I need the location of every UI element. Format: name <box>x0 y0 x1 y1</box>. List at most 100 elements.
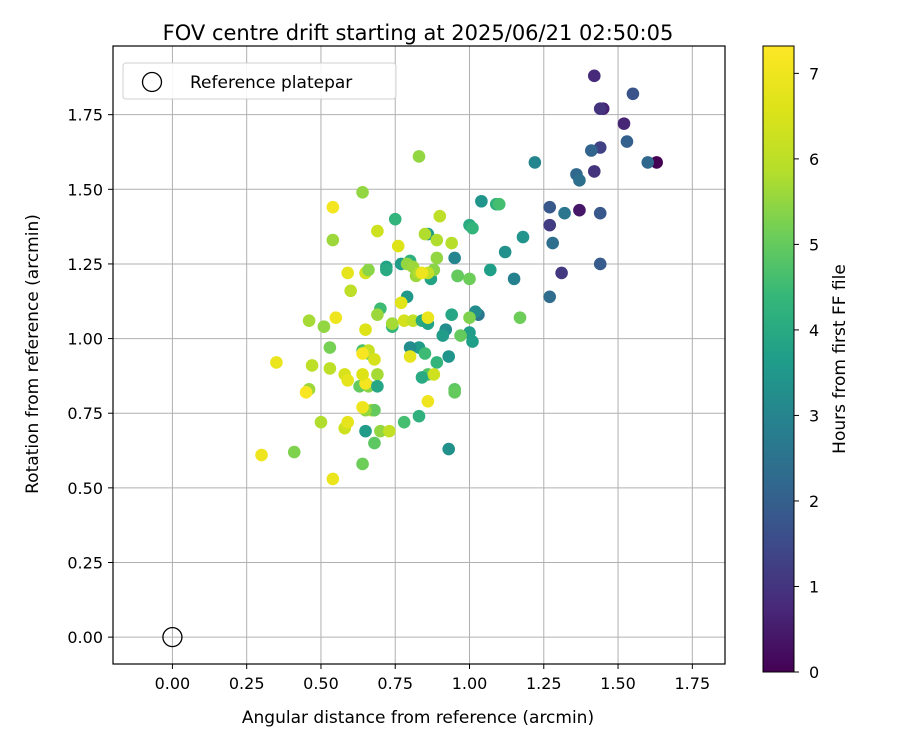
x-axis-label: Angular distance from reference (arcmin) <box>242 708 594 728</box>
scatter-point <box>323 341 337 354</box>
y-tick-label: 0.75 <box>67 404 103 423</box>
scatter-point <box>341 374 354 387</box>
x-tick-label: 0.00 <box>155 674 191 693</box>
scatter-point <box>371 368 384 381</box>
scatter-point <box>341 415 354 429</box>
y-tick-label: 0.50 <box>67 479 103 498</box>
colorbar-gradient <box>762 45 795 673</box>
scatter-point <box>492 197 506 211</box>
x-tick-label: 1.00 <box>452 674 488 693</box>
chart-title: FOV centre drift starting at 2025/06/21 … <box>163 21 674 45</box>
colorbar-tick-label: 0 <box>809 663 819 682</box>
scatter-point <box>368 436 381 450</box>
scatter-point <box>448 386 461 399</box>
scatter-point <box>368 403 381 417</box>
scatter-point <box>433 209 447 223</box>
scatter-point <box>356 368 369 381</box>
scatter-point <box>371 380 384 393</box>
colorbar-tick-label: 3 <box>809 406 819 425</box>
y-axis-label: Rotation from reference (arcmin) <box>23 214 43 494</box>
scatter-point <box>385 317 399 330</box>
scatter-point <box>326 472 340 486</box>
scatter-point <box>593 102 607 115</box>
x-tick-label: 0.75 <box>377 674 413 693</box>
scatter-point <box>421 394 435 408</box>
scatter-point <box>314 415 328 429</box>
scatter-point <box>451 269 464 283</box>
scatter-point <box>620 135 634 148</box>
scatter-point <box>442 350 456 363</box>
scatter-point <box>573 203 586 217</box>
scatter-point <box>380 263 393 277</box>
scatter-point <box>593 257 607 271</box>
scatter-point <box>430 356 444 369</box>
scatter-point <box>585 144 598 157</box>
scatter-point <box>397 314 411 327</box>
scatter-point <box>463 272 476 286</box>
scatter-point <box>359 323 372 336</box>
scatter-point <box>299 386 313 399</box>
y-tick-label: 1.75 <box>67 106 103 125</box>
y-tick-label: 1.00 <box>67 330 103 349</box>
scatter-point <box>528 156 542 169</box>
scatter-point <box>513 311 527 324</box>
scatter-point <box>436 329 450 342</box>
colorbar: 0 1 2 3 4 5 6 7 Hours from first FF file <box>762 45 850 682</box>
y-tick-label: 0.00 <box>67 628 103 647</box>
scatter-point <box>341 266 354 280</box>
scatter-point <box>362 263 375 277</box>
scatter-point <box>287 445 301 459</box>
scatter-point <box>326 200 340 214</box>
scatter-point <box>305 359 319 372</box>
scatter-point <box>442 442 456 456</box>
scatter-point <box>445 308 458 321</box>
plot-area: 0.00 0.25 0.50 0.75 1.00 1.25 1.50 1.75 0.00 0.25… <box>67 45 726 693</box>
scatter-point <box>356 457 369 471</box>
x-tick-label: 0.25 <box>229 674 265 693</box>
x-tick-label: 0.50 <box>303 674 339 693</box>
scatter-point <box>507 272 521 286</box>
scatter-point <box>326 233 340 247</box>
scatter-point <box>558 206 571 220</box>
y-tick-label: 0.25 <box>67 553 103 572</box>
scatter-point <box>270 356 283 369</box>
colorbar-tick-label: 6 <box>809 150 819 169</box>
scatter-point <box>368 353 381 366</box>
scatter-point <box>421 311 435 324</box>
scatter-point <box>593 206 607 220</box>
scatter-point <box>650 156 663 169</box>
scatter-point <box>397 415 411 429</box>
x-tick-label: 1.25 <box>526 674 562 693</box>
scatter-point <box>317 320 331 333</box>
scatter-point <box>359 424 372 438</box>
scatter-point <box>412 150 426 163</box>
scatter-point <box>626 87 640 101</box>
scatter-point <box>617 117 631 130</box>
scatter-point <box>448 251 461 265</box>
y-tick-label: 1.25 <box>67 255 103 274</box>
scatter-point <box>371 308 384 321</box>
scatter-point <box>356 185 369 199</box>
scatter-point <box>255 448 268 462</box>
scatter-point <box>356 400 369 414</box>
scatter-point <box>427 368 441 381</box>
scatter-point <box>412 409 426 423</box>
scatter-point <box>641 156 655 169</box>
scatter-point <box>323 362 337 375</box>
x-tick-label: 1.50 <box>600 674 636 693</box>
scatter-point <box>555 266 568 280</box>
scatter-point <box>382 424 396 438</box>
scatter-point <box>418 347 432 360</box>
y-tick-label: 1.50 <box>67 180 103 199</box>
scatter-point <box>430 251 444 265</box>
legend: Reference platepar <box>122 62 397 100</box>
scatter-point <box>546 236 559 250</box>
scatter-point <box>371 224 384 238</box>
colorbar-tick-label: 1 <box>809 577 819 596</box>
colorbar-tick-label: 4 <box>809 321 819 340</box>
scatter-point <box>356 347 369 360</box>
scatter-point <box>516 230 530 244</box>
scatter-point <box>415 266 429 280</box>
